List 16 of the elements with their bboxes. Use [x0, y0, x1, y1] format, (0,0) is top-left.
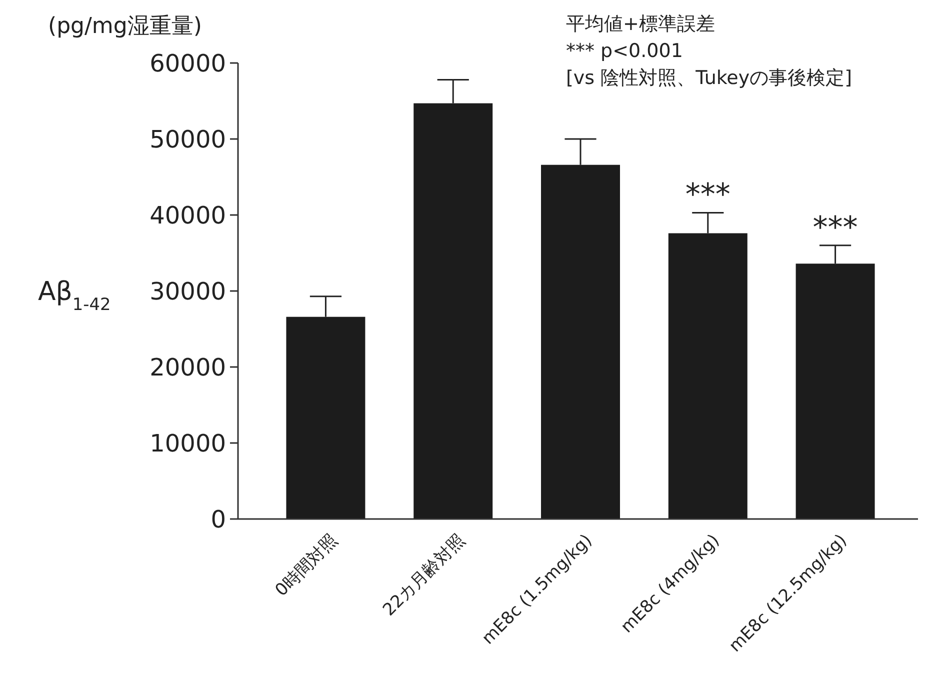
y-tick-label: 0	[210, 505, 226, 534]
y-tick-label: 30000	[150, 277, 226, 306]
y-tick-label: 10000	[150, 429, 226, 458]
x-tick-label: 0時間対照	[272, 530, 342, 600]
y-tick-label: 60000	[150, 49, 226, 78]
y-tick-label: 20000	[150, 353, 226, 382]
text: *** p<0.001	[566, 40, 683, 62]
y-axis-title: Aβ$_{1-42}$	[38, 277, 111, 314]
text: (pg/mg湿重量)	[48, 14, 202, 39]
annotation: ***	[812, 210, 858, 246]
y-tick-label: 40000	[150, 201, 226, 230]
y-tick-label: 50000	[150, 125, 226, 154]
x-tick-label: 22カ月齢対照	[379, 530, 469, 620]
annotation: [vs 陰性対照、Tukeyの事後検定]	[566, 67, 852, 89]
text: 平均値+標準誤差	[566, 13, 715, 35]
annotation: ***	[685, 178, 730, 213]
